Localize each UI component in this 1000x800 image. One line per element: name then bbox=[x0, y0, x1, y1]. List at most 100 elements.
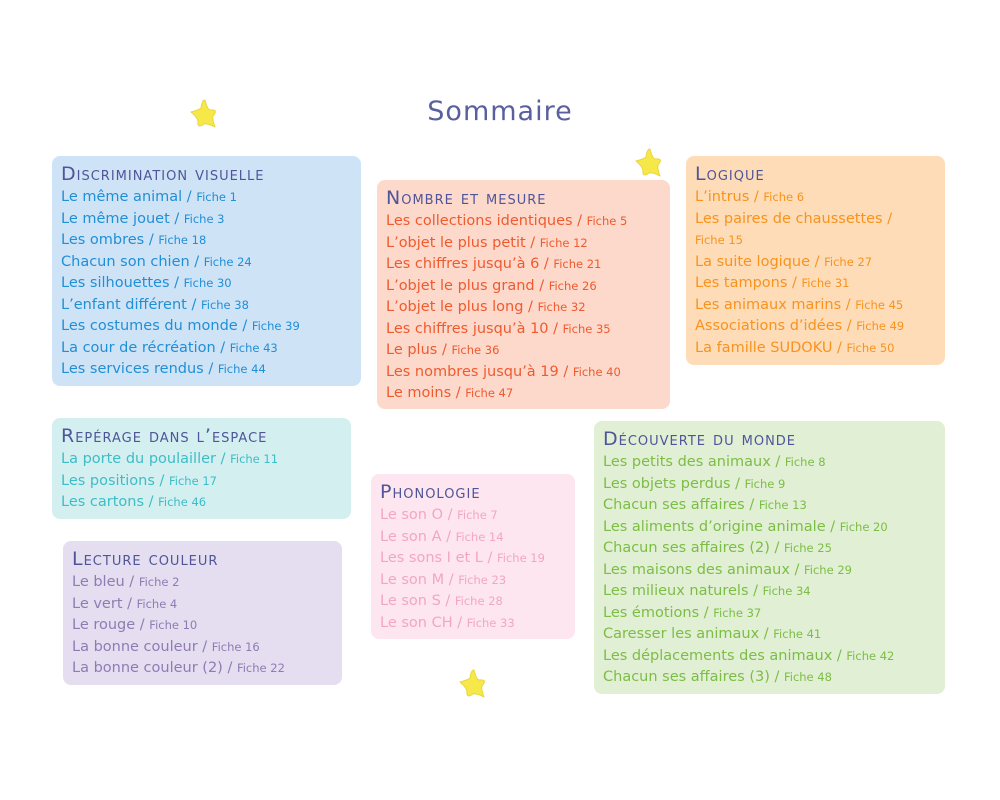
section-logique: Logique L’intrus / Fiche 6 Les paires de c… bbox=[686, 156, 945, 365]
toc-item[interactable]: Les tampons / Fiche 31 bbox=[695, 273, 936, 295]
fiche-number: Fiche 10 bbox=[149, 618, 198, 632]
fiche-number: Fiche 8 bbox=[784, 455, 826, 469]
fiche-number: Fiche 11 bbox=[230, 452, 279, 466]
toc-item[interactable]: Les costumes du monde / Fiche 39 bbox=[61, 316, 352, 338]
section-phonologie: Phonologie Le son O / Fiche 7 Le son A / F… bbox=[371, 474, 575, 639]
section-title: Repérage dans l’espace bbox=[61, 425, 268, 447]
toc-item[interactable]: Les animaux marins / Fiche 45 bbox=[695, 295, 936, 317]
fiche-number: Fiche 33 bbox=[466, 615, 515, 630]
fiche-number: Fiche 19 bbox=[496, 551, 545, 565]
toc-item[interactable]: Les objets perdus / Fiche 9 bbox=[603, 474, 936, 496]
fiche-number: Fiche 15 bbox=[695, 233, 743, 247]
fiche-number: Fiche 12 bbox=[539, 235, 588, 250]
fiche-number: Fiche 28 bbox=[454, 594, 503, 608]
toc-item[interactable]: Le moins / Fiche 47 bbox=[386, 383, 661, 405]
toc-item[interactable]: L’objet le plus long / Fiche 32 bbox=[386, 297, 661, 319]
toc-item[interactable]: Les petits des animaux / Fiche 8 bbox=[603, 452, 936, 474]
item-label: Les tampons / bbox=[695, 275, 797, 291]
toc-item[interactable]: Les nombres jusqu’à 19 / Fiche 40 bbox=[386, 362, 661, 384]
item-label: Le son M / bbox=[380, 571, 454, 588]
toc-item[interactable]: Les ombres / Fiche 18 bbox=[61, 230, 352, 252]
toc-item[interactable]: Le même animal / Fiche 1 bbox=[61, 187, 352, 209]
fiche-number: Fiche 32 bbox=[537, 300, 586, 314]
fiche-number: Fiche 20 bbox=[839, 519, 888, 534]
item-label: Le son O / bbox=[380, 507, 453, 523]
toc-item[interactable]: Le rouge / Fiche 10 bbox=[72, 615, 333, 637]
toc-item[interactable]: L’objet le plus petit / Fiche 12 bbox=[386, 233, 661, 255]
toc-item[interactable]: Les silhouettes / Fiche 30 bbox=[61, 273, 352, 295]
toc-item[interactable]: Le son CH / Fiche 33 bbox=[380, 613, 566, 635]
item-label: Les déplacements des animaux / bbox=[603, 647, 842, 664]
toc-item[interactable]: Fiche 15 bbox=[695, 230, 936, 252]
toc-item[interactable]: Les services rendus / Fiche 44 bbox=[61, 359, 352, 381]
toc-item[interactable]: La suite logique / Fiche 27 bbox=[695, 252, 936, 274]
star-icon bbox=[633, 146, 667, 180]
item-label: Les aliments d’origine animale / bbox=[603, 518, 836, 535]
toc-item[interactable]: La bonne couleur (2) / Fiche 22 bbox=[72, 658, 333, 680]
toc-item[interactable]: L’intrus / Fiche 6 bbox=[695, 187, 936, 209]
toc-item[interactable]: Les maisons des animaux / Fiche 29 bbox=[603, 560, 936, 582]
toc-item[interactable]: Le son A / Fiche 14 bbox=[380, 527, 566, 549]
item-label: Caresser les animaux / bbox=[603, 626, 769, 642]
fiche-number: Fiche 23 bbox=[458, 572, 507, 587]
section-decouverte-du-monde: Découverte du monde Les petits des animau… bbox=[594, 421, 945, 694]
toc-item[interactable]: Le vert / Fiche 4 bbox=[72, 594, 333, 616]
item-label: La famille SUDOKU / bbox=[695, 339, 842, 356]
item-label: La cour de récréation / bbox=[61, 339, 226, 356]
fiche-number: Fiche 9 bbox=[744, 476, 786, 491]
item-label: Les chiffres jusqu’à 10 / bbox=[386, 320, 559, 337]
toc-item[interactable]: Le plus / Fiche 36 bbox=[386, 340, 661, 362]
item-label: Les costumes du monde / bbox=[61, 318, 248, 334]
toc-item[interactable]: Chacun ses affaires / Fiche 13 bbox=[603, 495, 936, 517]
item-label: L’enfant différent / bbox=[61, 296, 197, 313]
item-label: Les milieux naturels / bbox=[603, 583, 759, 599]
toc-item[interactable]: Les chiffres jusqu’à 6 / Fiche 21 bbox=[386, 254, 661, 276]
toc-item[interactable]: Chacun ses affaires (2) / Fiche 25 bbox=[603, 538, 936, 560]
fiche-number: Fiche 29 bbox=[804, 562, 852, 577]
toc-item[interactable]: Les aliments d’origine animale / Fiche 2… bbox=[603, 517, 936, 539]
toc-item[interactable]: Le son S / Fiche 28 bbox=[380, 591, 566, 613]
toc-item[interactable]: Associations d’idées / Fiche 49 bbox=[695, 316, 936, 338]
item-label: Le moins / bbox=[386, 385, 461, 401]
toc-item[interactable]: La famille SUDOKU / Fiche 50 bbox=[695, 338, 936, 360]
fiche-number: Fiche 31 bbox=[801, 276, 850, 290]
toc-item[interactable]: Chacun son chien / Fiche 24 bbox=[61, 252, 352, 274]
toc-item[interactable]: Les collections identiques / Fiche 5 bbox=[386, 211, 661, 233]
item-label: L’intrus / bbox=[695, 189, 759, 205]
toc-item[interactable]: Caresser les animaux / Fiche 41 bbox=[603, 624, 936, 646]
item-label: La bonne couleur (2) / bbox=[72, 660, 233, 676]
toc-item[interactable]: Le son M / Fiche 23 bbox=[380, 570, 566, 592]
toc-item[interactable]: La cour de récréation / Fiche 43 bbox=[61, 338, 352, 360]
item-label: Les maisons des animaux / bbox=[603, 561, 800, 578]
toc-item[interactable]: La bonne couleur / Fiche 16 bbox=[72, 637, 333, 659]
item-label: La bonne couleur / bbox=[72, 638, 208, 655]
item-label: Le même jouet / bbox=[61, 210, 180, 227]
fiche-number: Fiche 6 bbox=[763, 190, 805, 204]
fiche-number: Fiche 46 bbox=[158, 495, 207, 509]
fiche-number: Fiche 14 bbox=[455, 529, 504, 544]
toc-item[interactable]: L’objet le plus grand / Fiche 26 bbox=[386, 276, 661, 298]
fiche-number: Fiche 40 bbox=[572, 364, 621, 379]
fiche-number: Fiche 25 bbox=[783, 541, 832, 555]
toc-item[interactable]: Chacun ses affaires (3) / Fiche 48 bbox=[603, 667, 936, 689]
toc-item[interactable]: L’enfant différent / Fiche 38 bbox=[61, 295, 352, 317]
item-label: Les services rendus / bbox=[61, 361, 214, 377]
toc-item[interactable]: Les déplacements des animaux / Fiche 42 bbox=[603, 646, 936, 668]
toc-item[interactable]: Le même jouet / Fiche 3 bbox=[61, 209, 352, 231]
toc-item[interactable]: Les paires de chaussettes / bbox=[695, 209, 936, 231]
item-label: Les sons I et L / bbox=[380, 550, 493, 566]
fiche-number: Fiche 49 bbox=[856, 319, 905, 333]
toc-item[interactable]: Le bleu / Fiche 2 bbox=[72, 572, 333, 594]
fiche-number: Fiche 42 bbox=[846, 648, 895, 663]
section-title: Nombre et mesure bbox=[386, 187, 547, 209]
toc-item[interactable]: Les cartons / Fiche 46 bbox=[61, 492, 342, 514]
star-icon bbox=[457, 667, 491, 701]
toc-item[interactable]: La porte du poulailler / Fiche 11 bbox=[61, 449, 342, 471]
toc-item[interactable]: Les chiffres jusqu’à 10 / Fiche 35 bbox=[386, 319, 661, 341]
toc-item[interactable]: Les positions / Fiche 17 bbox=[61, 471, 342, 493]
toc-item[interactable]: Les sons I et L / Fiche 19 bbox=[380, 548, 566, 570]
toc-item[interactable]: Les émotions / Fiche 37 bbox=[603, 603, 936, 625]
toc-item[interactable]: Le son O / Fiche 7 bbox=[380, 505, 566, 527]
toc-item[interactable]: Les milieux naturels / Fiche 34 bbox=[603, 581, 936, 603]
fiche-number: Fiche 48 bbox=[783, 670, 832, 684]
